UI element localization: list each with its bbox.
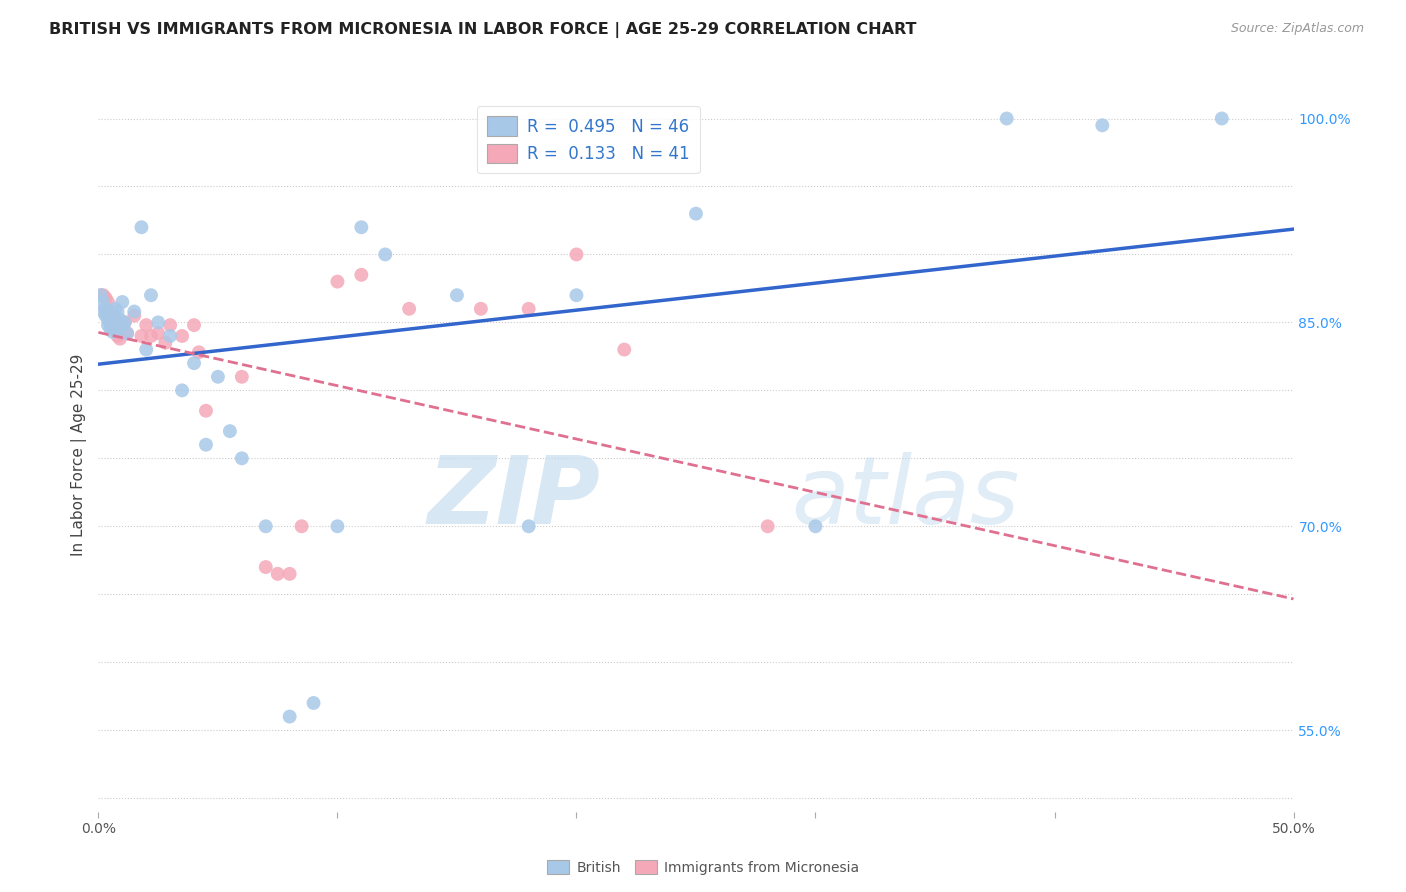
Point [101,309,124,323]
Point [254,519,277,533]
Y-axis label: In Labor Force | Age 25-29: In Labor Force | Age 25-29 [72,354,87,556]
Point [94,301,117,316]
Point [398,301,420,316]
Point [91,304,114,318]
Point [194,438,217,452]
Point [187,345,209,359]
Point [101,318,124,332]
Point [94,291,117,305]
Point [111,318,134,332]
Point [98,315,122,329]
Text: BRITISH VS IMMIGRANTS FROM MICRONESIA IN LABOR FORCE | AGE 25-29 CORRELATION CHA: BRITISH VS IMMIGRANTS FROM MICRONESIA IN… [49,22,917,38]
Point [804,519,827,533]
Point [115,326,138,341]
Point [135,343,157,357]
Point [756,519,779,533]
Point [302,696,325,710]
Point [565,288,588,302]
Point [111,318,134,332]
Point [98,322,122,336]
Point [108,332,131,346]
Point [124,309,146,323]
Point [94,309,117,323]
Point [115,326,138,341]
Point [1091,118,1114,132]
Point [108,312,131,326]
Point [517,301,540,316]
Point [148,326,170,341]
Point [565,247,588,261]
Point [446,288,468,302]
Point [91,288,114,302]
Point [101,307,124,321]
Point [131,329,153,343]
Point [91,295,114,310]
Point [194,403,217,417]
Point [1211,112,1233,126]
Point [183,356,205,370]
Point [98,304,122,318]
Point [97,295,120,310]
Point [254,560,277,574]
Point [290,519,312,533]
Point [207,369,229,384]
Point [97,312,120,326]
Point [278,709,301,723]
Point [90,288,112,302]
Point [159,318,181,332]
Point [326,519,349,533]
Point [350,268,373,282]
Point [995,112,1018,126]
Point [148,315,170,329]
Point [111,295,134,310]
Point [104,315,127,329]
Point [114,315,136,329]
Point [124,304,146,318]
Point [90,288,112,302]
Point [231,369,253,384]
Point [131,220,153,235]
Point [267,566,290,581]
Point [470,818,492,832]
Point [278,566,301,581]
Point [183,318,205,332]
Point [104,301,127,316]
Point [114,315,136,329]
Point [135,318,157,332]
Point [326,275,349,289]
Point [159,329,181,343]
Point [231,451,253,466]
Point [97,304,120,318]
Point [172,384,194,398]
Point [107,322,129,336]
Point [98,309,122,323]
Point [219,424,242,438]
Point [104,322,127,336]
Legend: R =  0.495   N = 46, R =  0.133   N = 41: R = 0.495 N = 46, R = 0.133 N = 41 [477,106,700,173]
Point [685,207,707,221]
Point [374,247,396,261]
Text: atlas: atlas [792,452,1019,543]
Point [172,329,194,343]
Point [101,325,124,339]
Point [613,343,636,357]
Point [517,519,540,533]
Point [97,318,120,332]
Point [470,301,492,316]
Point [139,288,162,302]
Point [107,329,129,343]
Text: Source: ZipAtlas.com: Source: ZipAtlas.com [1230,22,1364,36]
Text: ZIP: ZIP [427,451,600,544]
Point [107,304,129,318]
Point [94,301,117,316]
Point [139,329,162,343]
Point [350,220,373,235]
Legend: British, Immigrants from Micronesia: British, Immigrants from Micronesia [541,855,865,880]
Point [155,335,177,350]
